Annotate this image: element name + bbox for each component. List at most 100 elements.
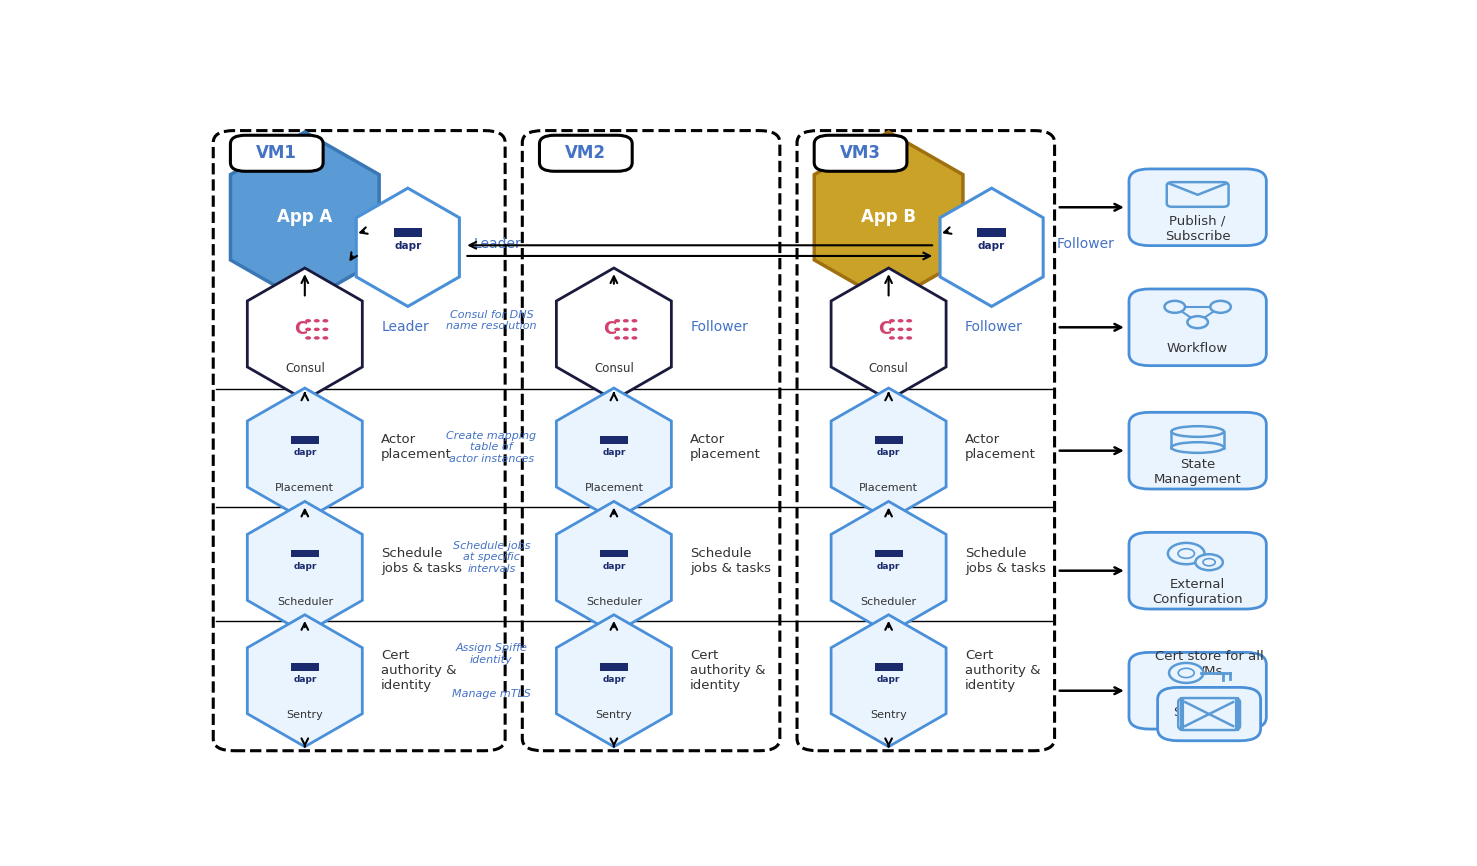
Text: Schedule
jobs & tasks: Schedule jobs & tasks (690, 546, 771, 575)
FancyBboxPatch shape (1128, 412, 1266, 489)
Polygon shape (247, 268, 362, 400)
Circle shape (1188, 316, 1208, 328)
Text: dapr: dapr (877, 561, 901, 571)
Text: Cert
authority &
identity: Cert authority & identity (381, 650, 456, 692)
Circle shape (623, 327, 629, 331)
Circle shape (632, 319, 638, 322)
Text: Schedule
jobs & tasks: Schedule jobs & tasks (964, 546, 1046, 575)
Circle shape (1210, 301, 1230, 313)
Polygon shape (247, 615, 362, 746)
Circle shape (898, 336, 904, 339)
Polygon shape (557, 388, 672, 520)
Text: Schedule jobs
at specific
intervals: Schedule jobs at specific intervals (452, 540, 530, 574)
FancyBboxPatch shape (1128, 289, 1266, 365)
Text: C: C (603, 320, 616, 339)
Circle shape (632, 336, 638, 339)
Text: State
Management: State Management (1154, 458, 1242, 487)
Text: Consul: Consul (868, 362, 908, 375)
Text: Leader: Leader (473, 237, 521, 251)
Circle shape (614, 336, 620, 339)
Bar (1171, 431, 1224, 448)
Bar (291, 550, 319, 558)
Circle shape (313, 327, 319, 331)
Text: dapr: dapr (292, 675, 316, 684)
Polygon shape (247, 501, 362, 633)
Text: VM1: VM1 (257, 145, 297, 162)
Ellipse shape (1171, 443, 1224, 453)
Polygon shape (557, 615, 672, 746)
Text: Actor
placement: Actor placement (690, 433, 761, 462)
Text: VM2: VM2 (566, 145, 607, 162)
Text: Secrets: Secrets (1173, 706, 1223, 719)
Circle shape (322, 336, 328, 339)
Bar (874, 550, 902, 558)
FancyBboxPatch shape (1128, 652, 1266, 729)
Circle shape (889, 319, 895, 322)
Text: External
Configuration: External Configuration (1152, 578, 1244, 606)
Text: Create mapping
table of
actor instances: Create mapping table of actor instances (446, 430, 536, 464)
Text: dapr: dapr (603, 675, 626, 684)
Circle shape (306, 327, 312, 331)
Text: Cert store for all
VMs: Cert store for all VMs (1155, 650, 1263, 678)
Text: Consul: Consul (594, 362, 634, 375)
Text: App B: App B (861, 209, 916, 226)
Text: dapr: dapr (292, 561, 316, 571)
Circle shape (1179, 669, 1195, 677)
Text: dapr: dapr (603, 449, 626, 457)
FancyBboxPatch shape (1167, 182, 1229, 207)
Polygon shape (832, 268, 947, 400)
Circle shape (1195, 554, 1223, 570)
Text: Sentry: Sentry (595, 710, 632, 720)
Text: dapr: dapr (394, 241, 421, 251)
Text: Consul for DNS
name resolution: Consul for DNS name resolution (446, 310, 536, 332)
Bar (600, 436, 628, 444)
Polygon shape (832, 388, 947, 520)
Text: Placement: Placement (275, 483, 334, 494)
Polygon shape (557, 501, 672, 633)
Text: Schedule
jobs & tasks: Schedule jobs & tasks (381, 546, 462, 575)
Polygon shape (557, 268, 672, 400)
Text: Placement: Placement (860, 483, 919, 494)
Circle shape (623, 336, 629, 339)
Polygon shape (814, 132, 963, 302)
Bar (600, 550, 628, 558)
Circle shape (306, 336, 312, 339)
Circle shape (632, 327, 638, 331)
Circle shape (898, 327, 904, 331)
Text: Consul: Consul (285, 362, 325, 375)
FancyBboxPatch shape (539, 135, 632, 171)
FancyBboxPatch shape (814, 135, 907, 171)
Text: Manage mTLS: Manage mTLS (452, 689, 530, 699)
Text: VM3: VM3 (840, 145, 882, 162)
Polygon shape (832, 501, 947, 633)
Text: App A: App A (278, 209, 332, 226)
Circle shape (889, 327, 895, 331)
FancyBboxPatch shape (1128, 533, 1266, 609)
FancyBboxPatch shape (230, 135, 323, 171)
Ellipse shape (1171, 426, 1224, 436)
Polygon shape (939, 188, 1043, 307)
FancyBboxPatch shape (1179, 698, 1241, 730)
Text: Placement: Placement (585, 483, 644, 494)
Bar (978, 229, 1006, 236)
Circle shape (614, 327, 620, 331)
Text: Publish /
Subscribe: Publish / Subscribe (1165, 215, 1230, 243)
Circle shape (1168, 543, 1205, 565)
Bar (291, 436, 319, 444)
Circle shape (313, 336, 319, 339)
Text: Actor
placement: Actor placement (964, 433, 1035, 462)
Text: Leader: Leader (381, 320, 428, 334)
Text: Sentry: Sentry (287, 710, 323, 720)
FancyBboxPatch shape (1128, 169, 1266, 246)
Text: C: C (877, 320, 891, 339)
Circle shape (623, 319, 629, 322)
Circle shape (614, 319, 620, 322)
Text: dapr: dapr (603, 561, 626, 571)
Circle shape (306, 319, 312, 322)
Circle shape (898, 319, 904, 322)
Text: Actor
placement: Actor placement (381, 433, 452, 462)
Bar (291, 662, 319, 671)
Text: Scheduler: Scheduler (861, 597, 917, 607)
Circle shape (1179, 549, 1195, 559)
Circle shape (313, 319, 319, 322)
